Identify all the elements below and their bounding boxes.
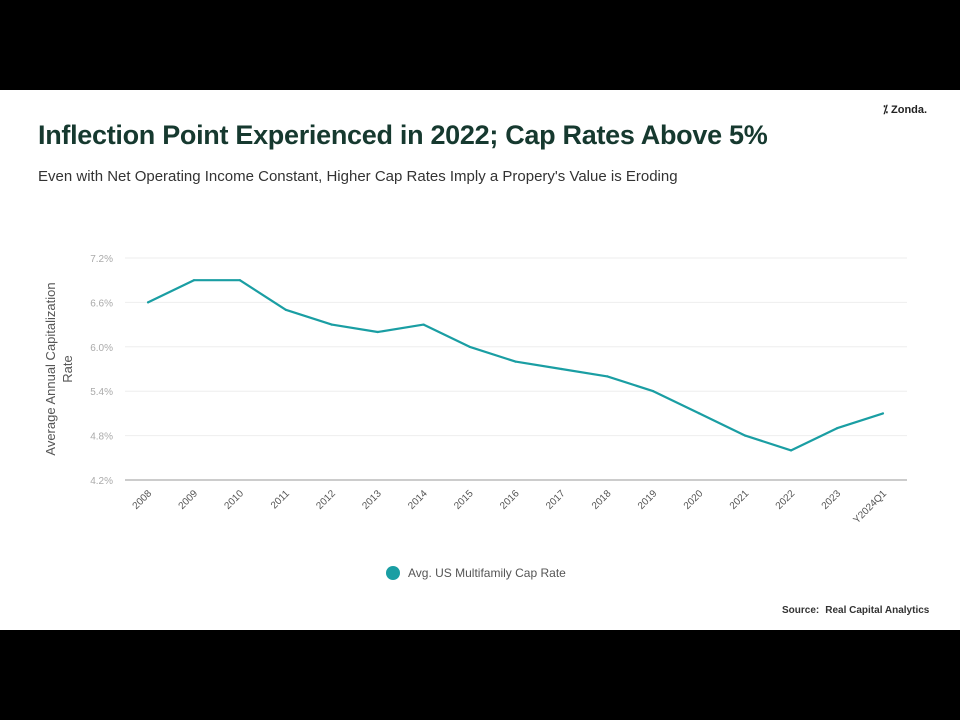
data-point [790,449,793,452]
x-tick-label: 2009 [177,488,201,512]
x-tick-label: 2019 [636,488,660,512]
x-tick-label: 2011 [269,488,292,511]
zonda-logo: ⁒ Zonda. [883,104,928,116]
legend[interactable]: Avg. US Multifamily Cap Rate [386,566,566,580]
data-point [835,427,839,430]
data-point [468,345,471,348]
x-tick-label: 2023 [820,488,844,512]
legend-label: Avg. US Multifamily Cap Rate [408,566,566,580]
x-tick-label: Y2024Q1 [851,488,889,526]
data-point [192,279,196,282]
data-point [652,390,655,393]
y-tick-label: 4.8% [90,432,113,443]
data-point [514,360,517,363]
data-point [422,323,425,326]
page-title: Inflection Point Experienced in 2022; Ca… [38,120,768,150]
data-point [698,412,701,415]
x-tick-label: 2013 [360,488,384,512]
data-point [606,375,609,378]
data-point [376,330,379,334]
x-tick-label: 2022 [774,488,798,512]
data-point [146,301,150,304]
data-point [560,367,563,371]
x-tick-label: 2021 [728,488,752,512]
x-tick-label: 2017 [544,488,568,512]
data-point [744,434,747,437]
y-tick-label: 7.2% [90,254,113,265]
y-tick-label: 4.2% [90,476,113,487]
page-subtitle: Even with Net Operating Income Constant,… [38,168,678,185]
x-tick-label: 2016 [498,488,522,512]
x-tick-label: 2018 [590,488,614,512]
y-tick-label: 5.4% [90,387,113,398]
y-tick-label: 6.6% [90,298,113,309]
x-tick-label: 2008 [131,488,155,512]
x-tick-label: 2020 [682,488,706,512]
zonda-slash-icon: ⁒ [883,104,892,116]
y-axis-label: Average Annual Capitalization Rate [43,282,75,455]
data-point [881,412,885,415]
slide [0,90,960,630]
x-tick-label: 2015 [452,488,476,512]
x-tick-label: 2010 [222,488,246,512]
x-tick-label: 2014 [406,488,430,512]
data-point [284,308,287,311]
legend-marker [386,566,400,580]
data-point [330,323,333,326]
source-note: Source: Real Capital Analytics [782,605,930,616]
data-point [238,279,241,282]
x-tick-label: 2012 [314,488,338,512]
y-tick-label: 6.0% [90,343,113,354]
series-line [147,279,884,452]
